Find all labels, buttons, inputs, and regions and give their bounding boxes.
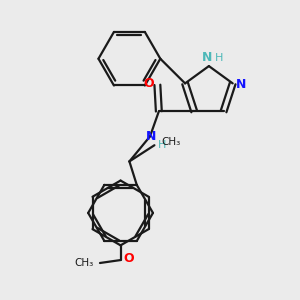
- Text: N: N: [236, 78, 246, 91]
- Text: N: N: [146, 130, 157, 143]
- Text: N: N: [202, 51, 213, 64]
- Text: H: H: [215, 53, 224, 63]
- Text: O: O: [144, 77, 154, 90]
- Text: O: O: [124, 252, 134, 265]
- Text: CH₃: CH₃: [161, 137, 180, 147]
- Text: CH₃: CH₃: [74, 258, 93, 268]
- Text: H: H: [158, 140, 166, 150]
